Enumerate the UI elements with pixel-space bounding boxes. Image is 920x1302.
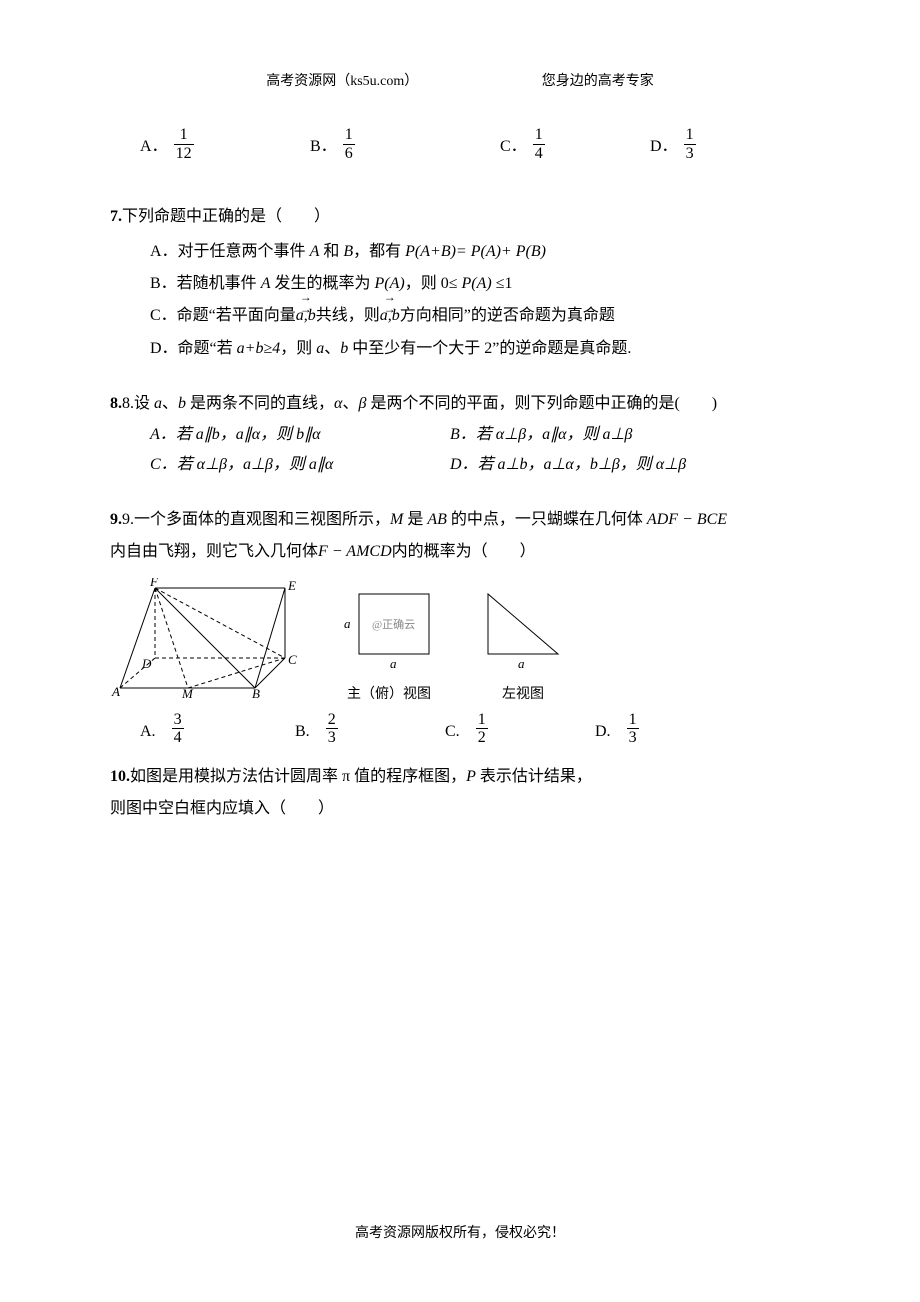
q9-opt-c-label: C. <box>445 717 476 741</box>
q6-opt-c-frac: 14 <box>533 126 545 162</box>
q7-opt-c: C．命题“若平面向量→ →a,b共线，则→ →a,b方向相同”的逆否命题为真命题 <box>110 301 810 331</box>
q8-opt-b: B．若 α⊥β，a∥α，则 a⊥β <box>450 421 632 448</box>
q9-line1: 9.9.一个多面体的直观图和三视图所示，M 是 AB 的中点，一只蝴蝶在几何体 … <box>110 504 810 536</box>
q7-opt-b: B．若随机事件 A 发生的概率为 P(A)，则 0≤ P(A) ≤1 <box>110 269 810 299</box>
q7-opt-d: D．命题“若 a+b≥4，则 a、b 中至少有一个大于 2”的逆命题是真命题. <box>110 334 810 364</box>
q7: 7.下列命题中正确的是（ ） A．对于任意两个事件 A 和 B，都有 P(A+B… <box>110 202 810 364</box>
lbl-E: E <box>287 578 296 593</box>
lbl-C: C <box>288 652 297 667</box>
q9-fig-solid: F E A M B D C <box>110 578 300 703</box>
lbl-A: A <box>111 684 120 698</box>
q7-opt-a: A．对于任意两个事件 A 和 B，都有 P(A+B)= P(A)+ P(B) <box>110 237 810 267</box>
watermark: @正确云 <box>372 618 415 631</box>
q9-opt-d-label: D. <box>595 717 627 741</box>
q10-line1: 如图是用模拟方法估计圆周率 π 值的程序框图，P 表示估计结果， <box>130 768 592 785</box>
q6-opt-b-frac: 16 <box>343 126 355 162</box>
q6-opt-d-label: D． <box>650 132 678 156</box>
q7-head: 下列命题中正确的是（ ） <box>122 208 330 225</box>
q8-opt-a: A．若 a∥b，a∥α，则 b∥α <box>150 421 450 448</box>
header-left: 高考资源网（ks5u.com） <box>266 70 418 90</box>
q10-line2: 则图中空白框内应填入（ ） <box>110 793 810 825</box>
q6-opt-a-label: A． <box>140 132 168 156</box>
q6-opt-c-label: C． <box>500 132 527 156</box>
q9-fig-main-view: a a @正确云 主（俯）视图 <box>334 584 444 703</box>
q8-opt-d: D．若 a⊥b，a⊥α，b⊥β，则 α⊥β <box>450 451 686 478</box>
q9-fig-left-view: a 左视图 <box>478 584 568 703</box>
svg-text:a: a <box>518 656 525 671</box>
q9-opt-b-label: B. <box>295 717 326 741</box>
q9-cap-left: 左视图 <box>478 683 568 703</box>
q9-line2: 内自由飞翔，则它飞入几何体F − AMCD内的概率为（ ） <box>110 536 810 568</box>
q9-options: A. 34 B. 23 C. 12 D. 13 <box>110 711 810 747</box>
q9-figures: F E A M B D C a a @正确云 主（俯）视图 <box>110 578 810 703</box>
q8: 8.8.设 a、b 是两条不同的直线，α、β 是两个不同的平面，则下列命题中正确… <box>110 390 810 478</box>
page-footer: 高考资源网版权所有，侵权必究！ <box>0 1222 920 1242</box>
lbl-M: M <box>181 686 194 698</box>
svg-text:a: a <box>344 616 351 631</box>
q6-opt-a-frac: 112 <box>174 126 194 162</box>
q8-opt-c: C．若 α⊥β，a⊥β，则 a∥α <box>150 451 450 478</box>
lbl-D: D <box>141 656 152 671</box>
svg-text:a: a <box>390 656 397 671</box>
lbl-B: B <box>252 686 260 698</box>
q9: 9.9.一个多面体的直观图和三视图所示，M 是 AB 的中点，一只蝴蝶在几何体 … <box>110 504 810 568</box>
header-right: 您身边的高考专家 <box>542 70 654 90</box>
page-header: 高考资源网（ks5u.com） 您身边的高考专家 <box>110 70 810 90</box>
q9-cap-main: 主（俯）视图 <box>334 683 444 703</box>
lbl-F: F <box>149 578 159 589</box>
q8-head: 8.8.设 a、b 是两条不同的直线，α、β 是两个不同的平面，则下列命题中正确… <box>110 390 810 417</box>
q10: 10.如图是用模拟方法估计圆周率 π 值的程序框图，P 表示估计结果， 则图中空… <box>110 761 810 825</box>
q6-opt-d-frac: 13 <box>684 126 696 162</box>
q9-opt-a-label: A. <box>140 717 172 741</box>
q6-opt-b-label: B． <box>310 132 337 156</box>
q6-options: A． 112 B． 16 C． 14 D． 13 <box>110 126 810 162</box>
